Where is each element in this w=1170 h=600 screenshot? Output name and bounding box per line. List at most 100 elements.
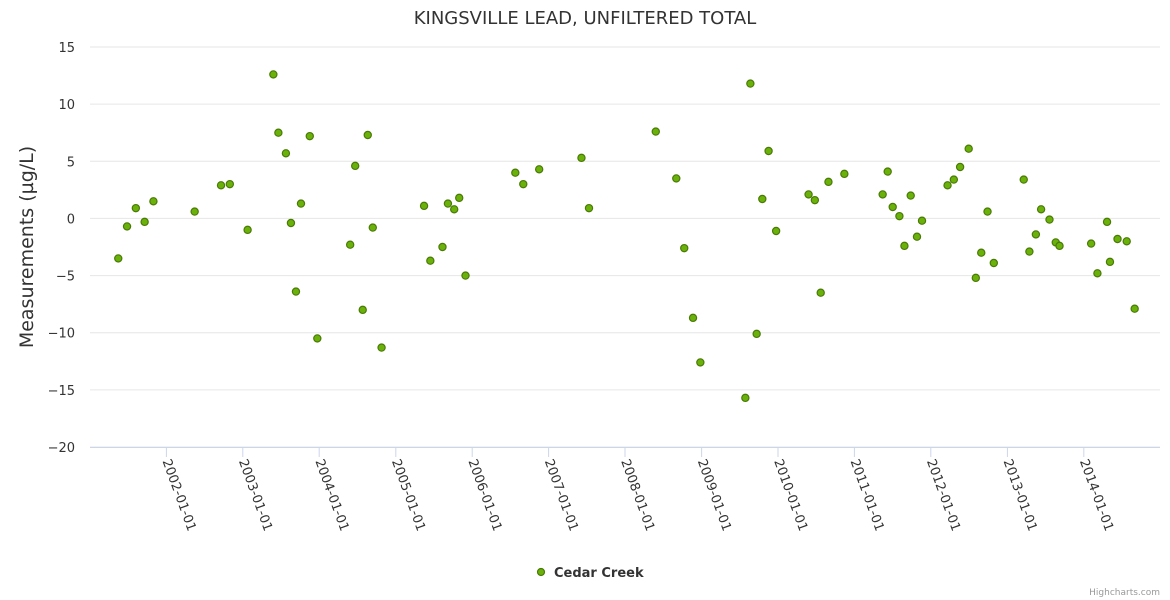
data-point[interactable]	[758, 194, 767, 204]
data-point[interactable]	[816, 288, 825, 297]
data-point[interactable]	[450, 205, 459, 214]
data-point[interactable]	[840, 169, 849, 179]
data-point[interactable]	[1105, 257, 1115, 267]
data-point[interactable]	[1055, 241, 1064, 251]
data-point[interactable]	[878, 190, 887, 199]
data-point[interactable]	[368, 223, 377, 232]
data-point[interactable]	[1130, 304, 1139, 313]
data-point[interactable]	[1122, 237, 1131, 246]
data-point[interactable]	[971, 273, 981, 283]
data-point[interactable]	[122, 222, 132, 231]
data-point[interactable]	[519, 179, 528, 189]
y-axis-label: Measurements (µg/L)	[16, 146, 38, 348]
data-point[interactable]	[243, 225, 252, 235]
data-point[interactable]	[989, 258, 999, 268]
data-point[interactable]	[696, 358, 705, 367]
data-point[interactable]	[810, 195, 820, 205]
data-point[interactable]	[824, 177, 833, 187]
data-point[interactable]	[672, 174, 681, 183]
data-point[interactable]	[746, 79, 755, 88]
data-point[interactable]	[1093, 269, 1102, 278]
data-point[interactable]	[131, 203, 141, 213]
y-tick-label: 15	[58, 41, 75, 56]
series-cedar-creek[interactable]	[114, 70, 1139, 403]
data-point[interactable]	[917, 216, 927, 225]
data-point[interactable]	[804, 190, 813, 199]
data-point[interactable]	[688, 313, 698, 323]
data-point[interactable]	[455, 193, 464, 203]
data-point[interactable]	[345, 240, 355, 249]
legend-item-cedar-creek[interactable]: Cedar Creek	[554, 566, 644, 581]
data-point[interactable]	[419, 201, 429, 211]
x-tick-label: 2006-01-01	[464, 457, 504, 533]
y-tick-label: 0	[67, 212, 75, 227]
data-point[interactable]	[752, 329, 761, 339]
x-tick-label: 2010-01-01	[770, 457, 810, 533]
data-point[interactable]	[888, 202, 897, 212]
data-point[interactable]	[216, 181, 226, 190]
data-point[interactable]	[883, 167, 892, 176]
x-tick-label: 2009-01-01	[694, 457, 734, 533]
y-tick-label: −15	[48, 384, 75, 399]
data-point[interactable]	[977, 248, 986, 257]
y-tick-label: −5	[56, 270, 75, 285]
data-point[interactable]	[949, 175, 959, 184]
data-point[interactable]	[461, 271, 470, 280]
data-point[interactable]	[1113, 234, 1122, 244]
data-point[interactable]	[771, 226, 781, 236]
data-point[interactable]	[1036, 205, 1046, 214]
data-point[interactable]	[584, 203, 594, 213]
data-point[interactable]	[350, 161, 360, 171]
data-point[interactable]	[955, 162, 965, 172]
data-point[interactable]	[895, 211, 904, 221]
x-tick-label: 2003-01-01	[235, 457, 275, 533]
legend[interactable]: Cedar Creek	[536, 566, 644, 581]
data-point[interactable]	[651, 127, 660, 136]
data-point[interactable]	[291, 287, 301, 296]
data-point[interactable]	[1086, 239, 1096, 248]
data-point[interactable]	[1031, 230, 1041, 239]
data-point[interactable]	[443, 199, 453, 208]
data-point[interactable]	[358, 305, 367, 315]
credits-link[interactable]: Highcharts.com	[1089, 588, 1160, 598]
data-point[interactable]	[964, 144, 973, 153]
x-tick-label: 2002-01-01	[159, 457, 199, 533]
data-point[interactable]	[912, 232, 922, 241]
data-point[interactable]	[680, 243, 689, 253]
data-point[interactable]	[363, 130, 372, 140]
data-point[interactable]	[426, 256, 435, 265]
data-point[interactable]	[149, 197, 158, 206]
data-point[interactable]	[140, 217, 149, 227]
data-point[interactable]	[225, 179, 235, 189]
data-point[interactable]	[1019, 175, 1028, 184]
data-point[interactable]	[764, 146, 773, 156]
data-point[interactable]	[1102, 217, 1112, 227]
data-point[interactable]	[438, 242, 447, 252]
data-point[interactable]	[296, 199, 306, 208]
y-tick-label: −20	[48, 441, 75, 456]
data-point[interactable]	[269, 70, 278, 79]
data-point[interactable]	[313, 334, 322, 343]
data-point[interactable]	[983, 207, 992, 216]
data-point[interactable]	[534, 165, 544, 174]
data-point[interactable]	[741, 393, 750, 403]
data-point[interactable]	[511, 168, 520, 177]
data-point[interactable]	[305, 131, 314, 141]
data-point[interactable]	[114, 254, 123, 263]
data-point[interactable]	[281, 149, 291, 158]
data-point[interactable]	[286, 218, 296, 228]
data-point[interactable]	[1025, 247, 1034, 256]
data-point[interactable]	[190, 207, 199, 216]
y-tick-label: 10	[58, 98, 75, 113]
data-point[interactable]	[377, 343, 386, 352]
data-point[interactable]	[943, 181, 952, 190]
chart-title: KINGSVILLE LEAD, UNFILTERED TOTAL	[414, 8, 757, 29]
x-tick-label: 2011-01-01	[847, 457, 887, 533]
data-point[interactable]	[1045, 215, 1054, 224]
data-point[interactable]	[274, 128, 283, 137]
data-point[interactable]	[577, 153, 586, 163]
data-point[interactable]	[906, 191, 915, 200]
data-point[interactable]	[900, 241, 909, 251]
y-axis-ticks: 15 10 5 0 −5 −10 −15 −20	[48, 41, 75, 456]
